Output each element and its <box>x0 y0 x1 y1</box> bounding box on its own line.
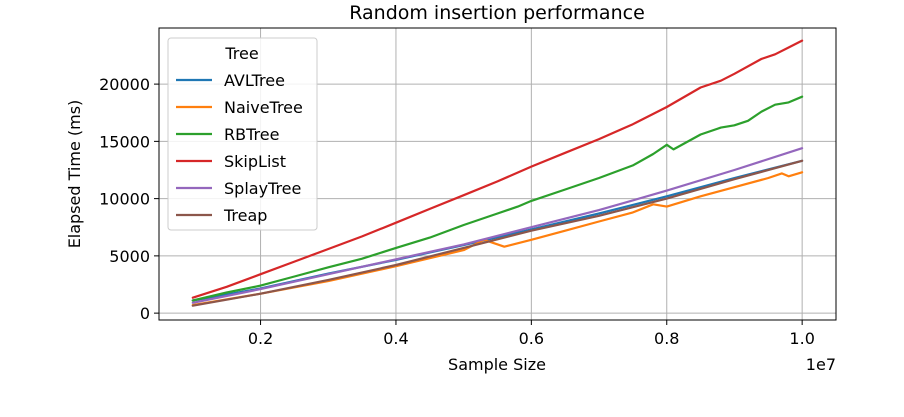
y-tick-label: 20000 <box>99 75 150 94</box>
x-tick-label: 0.4 <box>383 329 408 348</box>
x-tick-label: 0.8 <box>654 329 679 348</box>
legend-label-naivetree: NaiveTree <box>224 98 303 117</box>
legend-title: Tree <box>224 44 258 63</box>
series-lines <box>191 39 804 307</box>
legend-label-skiplist: SkipList <box>224 152 286 171</box>
y-tick-label: 5000 <box>109 247 150 266</box>
legend-items: AVLTree NaiveTree RBTree SkipList SplayTree T… <box>176 71 303 225</box>
y-axis: 0 5000 10000 15000 20000 <box>99 75 159 323</box>
legend-label-avltree: AVLTree <box>224 71 285 90</box>
x-offset-label: 1e7 <box>806 355 836 374</box>
x-tick-label: 0.2 <box>248 329 273 348</box>
x-tick-label: 0.6 <box>519 329 544 348</box>
y-tick-label: 0 <box>140 304 150 323</box>
x-tick-label: 1.0 <box>789 329 814 348</box>
plot-frame <box>158 27 837 321</box>
legend-label-treap: Treap <box>223 206 267 225</box>
chart-title: Random insertion performance <box>349 2 645 24</box>
y-axis-label: Elapsed Time (ms) <box>65 100 84 249</box>
legend: Tree AVLTree NaiveTree RBTree SkipList Splay… <box>167 37 318 231</box>
series-line-rbtree <box>191 95 804 302</box>
legend-label-rbtree: RBTree <box>224 125 279 144</box>
y-tick-label: 10000 <box>99 190 150 209</box>
x-axis-label: Sample Size <box>448 355 546 374</box>
series-line-treap <box>191 159 804 307</box>
y-tick-label: 15000 <box>99 132 150 151</box>
series-line-skiplist <box>191 39 804 299</box>
legend-box <box>167 37 318 231</box>
series-line-naivetree <box>191 171 804 307</box>
x-axis: 0.2 0.4 0.6 0.8 1.0 <box>248 320 815 348</box>
series-line-splaytree <box>191 147 804 304</box>
legend-label-splaytree: SplayTree <box>224 179 301 198</box>
